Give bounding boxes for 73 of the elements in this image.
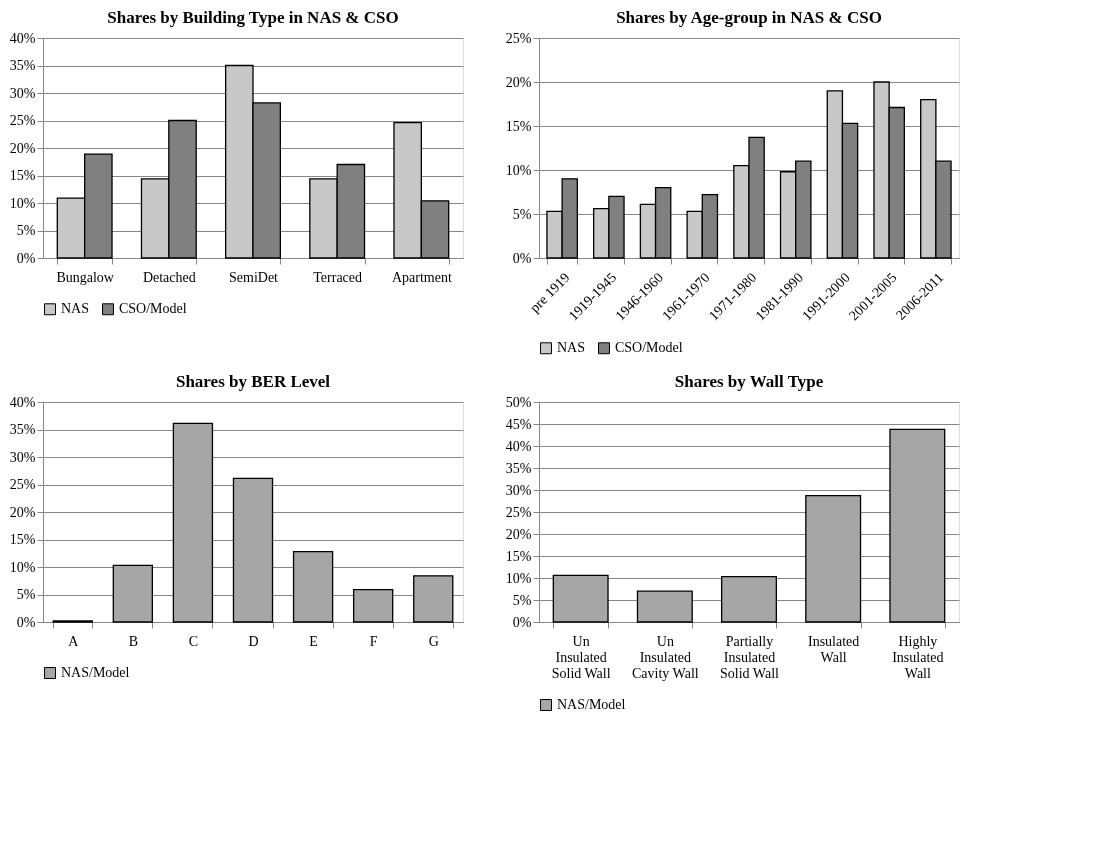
x-tick-label: Un Insulated Solid Wall [551,633,611,681]
x-tick-label: Apartment [391,269,452,285]
legend-label: NAS/Model [61,665,130,680]
bar [721,576,777,623]
y-tick-label: 25% [9,477,36,492]
x-tick-label: E [309,633,318,649]
y-tick-label: 0% [16,250,36,266]
y-tick-label: 10% [9,195,36,211]
y-tick-label: 30% [9,449,36,465]
y-tick-label: 25% [505,30,532,46]
x-tick-label: G [428,633,439,649]
x-tick-label: C [188,633,199,649]
y-tick-label: 15% [505,118,532,134]
y-tick-label: 20% [505,526,532,542]
y-tick-label: 0% [512,250,532,266]
bar [292,550,334,623]
chart-title: Shares by Building Type in NAS & CSO [107,8,399,27]
y-tick-label: 5% [512,592,532,608]
legend-label: CSO/Model [119,301,187,317]
y-tick-label: 0% [16,614,36,630]
y-tick-label: 25% [505,504,532,520]
y-tick-label: 15% [505,548,532,564]
bar [889,428,946,623]
x-tick-label: SemiDet [229,269,279,285]
x-tick-label: D [248,633,259,649]
chart-title: Shares by BER Level [175,372,331,391]
bar [636,590,693,623]
y-tick-label: 15% [9,168,36,183]
y-tick-label: 10% [9,559,36,575]
y-tick-label: 40% [9,394,36,410]
x-tick-label: Highly Insulated Wall [892,633,944,681]
y-tick-label: 40% [9,30,36,46]
y-tick-label: 25% [9,113,36,128]
y-tick-label: 50% [505,394,532,410]
chart-title: Shares by Wall Type [674,372,824,391]
bar [352,588,394,623]
y-tick-label: 0% [512,614,532,630]
y-tick-label: 20% [505,74,532,90]
y-tick-label: 30% [9,85,36,101]
legend-label: NAS [61,301,90,317]
y-tick-label: 30% [505,482,532,498]
y-tick-label: 20% [9,504,36,520]
legend-label: NAS/Model [557,697,626,712]
x-tick-label: A [68,633,80,649]
y-tick-label: 35% [9,422,36,437]
x-tick-label: Detached [142,269,196,285]
bar [172,422,214,623]
y-tick-label: 15% [9,532,36,547]
x-tick-label: B [128,633,138,649]
chart-title: Shares by Age-group in NAS & CSO [616,8,882,27]
bar [552,574,609,623]
x-tick-label: Un Insulated Cavity Wall [632,633,699,681]
y-tick-label: 5% [16,223,36,238]
y-tick-label: 45% [505,416,532,432]
y-tick-label: 35% [9,58,36,73]
x-tick-label: Partially Insulated Solid Wall [720,633,780,681]
y-tick-label: 10% [505,570,532,586]
bar [413,575,454,623]
y-tick-label: 10% [505,162,532,178]
legend-label: CSO/Model [615,340,683,356]
y-tick-label: 5% [512,206,532,222]
bar [112,564,154,623]
y-tick-label: 35% [505,460,532,476]
x-tick-label: F [369,633,378,649]
bar [232,477,274,623]
x-tick-label: Insulated Wall [808,633,860,665]
x-tick-label: Terraced [313,269,363,285]
y-tick-label: 20% [9,140,36,156]
y-tick-label: 40% [505,438,532,454]
x-tick-label: Bungalow [56,269,115,285]
legend-label: NAS [557,340,586,356]
bar [805,495,862,623]
y-tick-label: 5% [16,587,36,602]
